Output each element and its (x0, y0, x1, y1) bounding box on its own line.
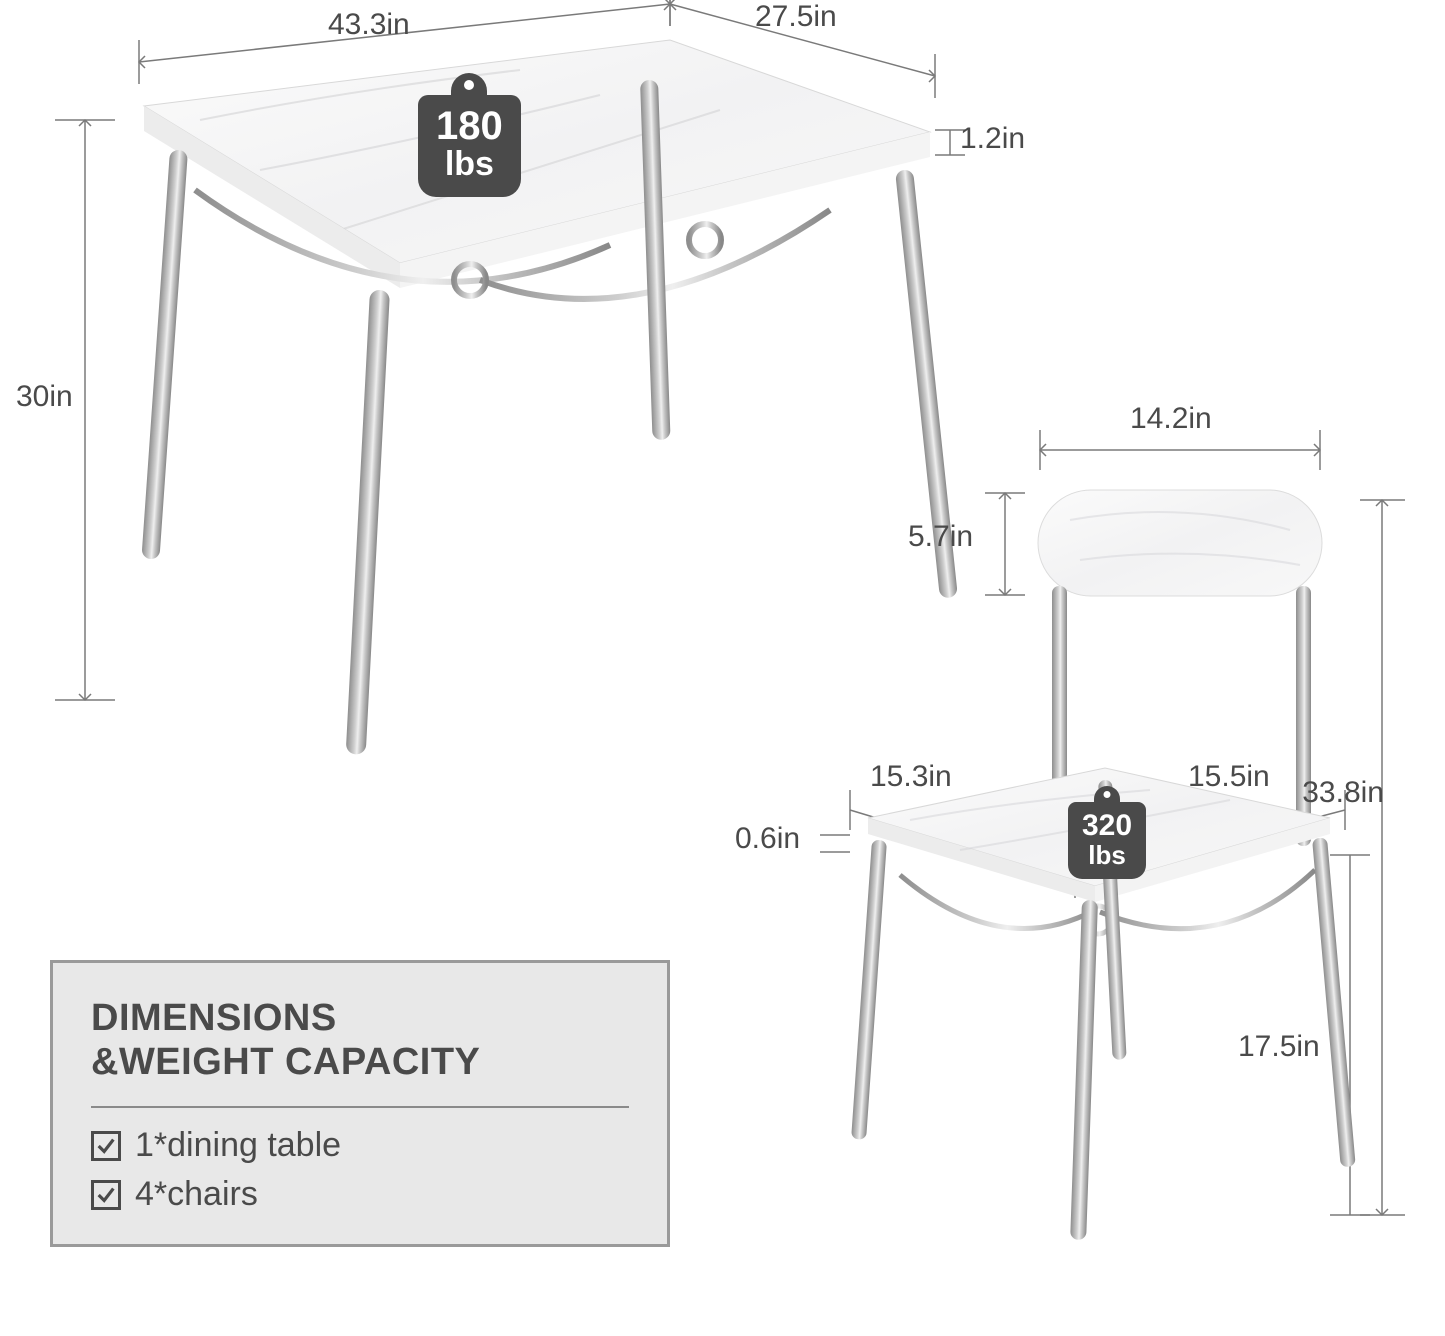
chair-seat-width-label: 15.5in (1188, 760, 1270, 794)
info-divider (91, 1106, 629, 1108)
chair-weight-value: 320 (1082, 810, 1132, 842)
info-title-line1: DIMENSIONS (91, 997, 337, 1039)
chair-seat-depth-label: 15.3in (870, 760, 952, 794)
info-item-chairs: 4*chairs (91, 1175, 629, 1214)
chair-total-height-label: 33.8in (1302, 776, 1384, 810)
chair-weight-unit: lbs (1082, 842, 1132, 869)
chair-back-width-label: 14.2in (1130, 402, 1212, 436)
table-length-label: 43.3in (328, 8, 410, 42)
info-item-text: 1*dining table (135, 1126, 341, 1165)
chair-weight-badge: 320 lbs (1068, 802, 1146, 879)
table-weight-unit: lbs (436, 147, 503, 183)
table-width-label: 27.5in (755, 0, 837, 34)
table-weight-value: 180 (436, 105, 503, 147)
table-height-label: 30in (16, 380, 73, 414)
info-title-line2: &WEIGHT CAPACITY (91, 1041, 480, 1083)
info-panel: DIMENSIONS &WEIGHT CAPACITY 1*dining tab… (50, 960, 670, 1247)
checkbox-icon (91, 1180, 121, 1210)
table-thickness-label: 1.2in (960, 122, 1025, 156)
table-weight-badge: 180 lbs (418, 95, 521, 197)
chair-seat-thickness-label: 0.6in (735, 822, 800, 856)
chair-seat-height-label: 17.5in (1238, 1030, 1320, 1064)
chair-back-height-label: 5.7in (908, 520, 973, 554)
info-item-text: 4*chairs (135, 1175, 258, 1214)
product-dimension-diagram: { "colors": { "bg": "#ffffff", "dim_text… (0, 0, 1445, 1336)
checkbox-icon (91, 1131, 121, 1161)
info-title: DIMENSIONS &WEIGHT CAPACITY (91, 997, 629, 1084)
info-item-table: 1*dining table (91, 1126, 629, 1165)
